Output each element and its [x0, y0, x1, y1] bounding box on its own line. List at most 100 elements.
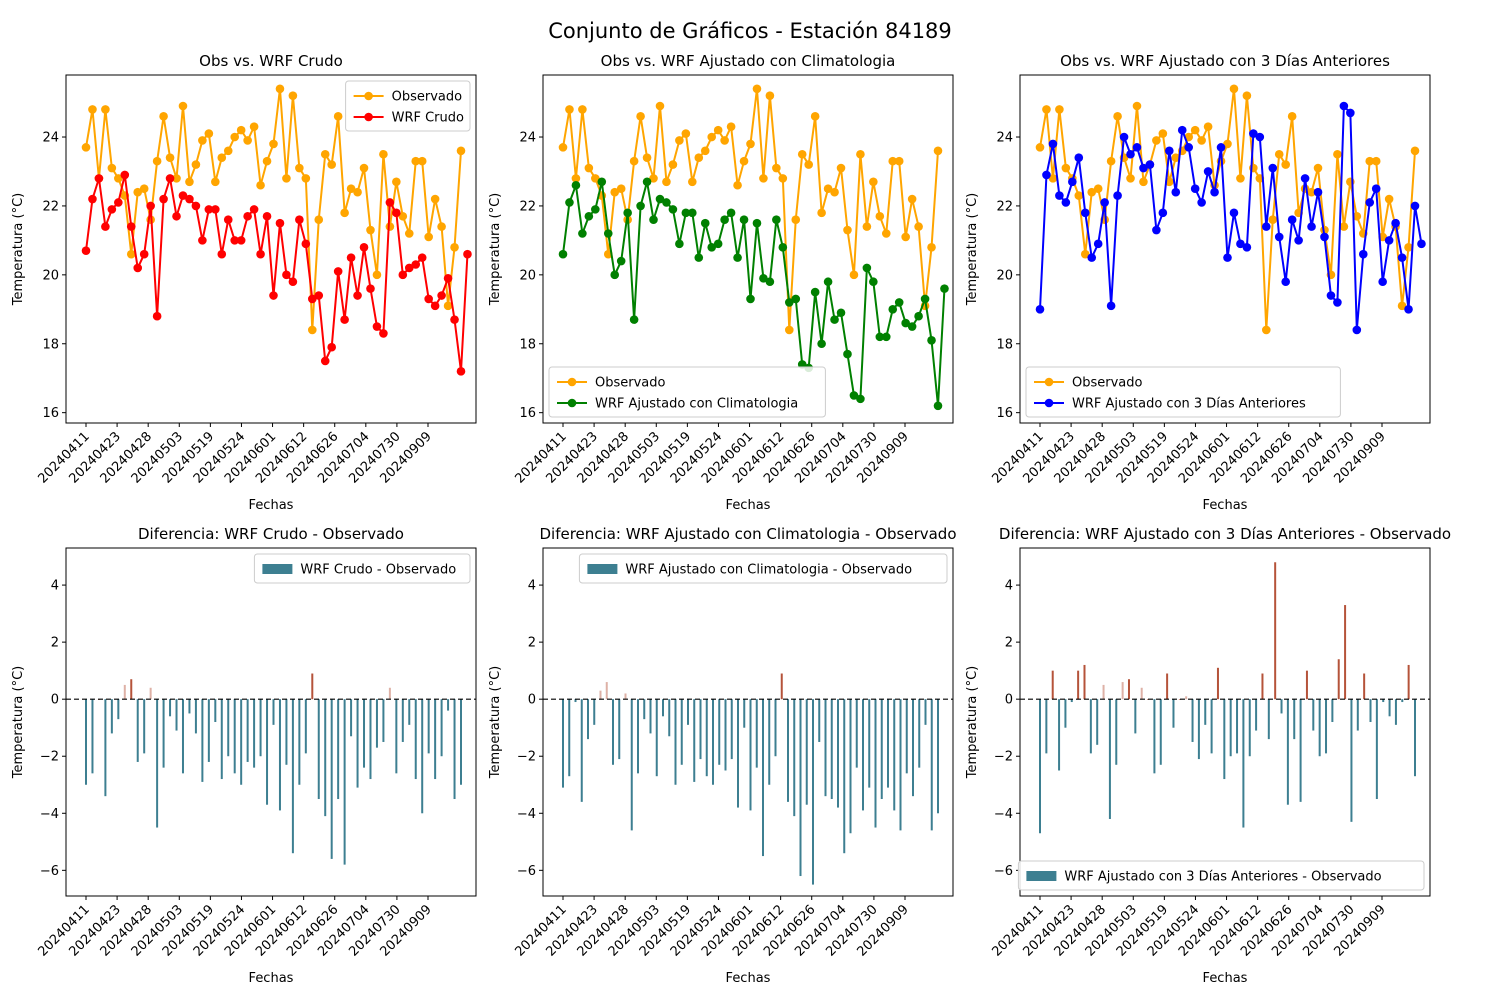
data-point [1074, 153, 1084, 162]
legend-box [253, 553, 471, 584]
bar [1064, 699, 1067, 728]
data-point [907, 194, 917, 204]
data-point [1410, 201, 1420, 211]
bar [427, 699, 430, 754]
bar [1070, 699, 1073, 703]
data-point [655, 194, 665, 204]
data-point [584, 163, 594, 173]
bar [330, 699, 333, 859]
data-point [720, 136, 729, 145]
bar [130, 679, 133, 700]
data-point [1055, 105, 1064, 114]
data-point [126, 222, 136, 231]
data-point [249, 122, 259, 131]
x-axis: 2024041120240423202404282024050320240519… [512, 896, 912, 960]
y-tick-label: 24 [996, 131, 1013, 146]
data-point [359, 163, 369, 173]
data-point [424, 294, 433, 304]
data-point [1378, 277, 1387, 287]
data-point [385, 198, 395, 207]
data-point [1261, 325, 1271, 335]
data-point [558, 143, 568, 152]
data-point [1087, 253, 1097, 262]
data-point [456, 367, 466, 376]
data-point [327, 160, 336, 169]
bar [1280, 699, 1283, 714]
data-point [1397, 301, 1407, 311]
x-axis-label: Fechas [726, 498, 771, 513]
series-2 [81, 170, 472, 376]
data-point [1391, 218, 1400, 228]
data-point [597, 177, 607, 187]
data-point [1352, 211, 1362, 221]
bar [408, 699, 411, 725]
data-point [1061, 163, 1071, 173]
legend-box [345, 80, 471, 132]
bar [175, 699, 178, 731]
x-axis: 2024041120240423202404282024050320240519… [989, 423, 1389, 487]
bar [207, 699, 210, 762]
x-axis-label: Fechas [1203, 971, 1248, 986]
data-point [198, 136, 207, 145]
data-point [366, 284, 375, 293]
data-point [262, 211, 272, 221]
data-point [1042, 170, 1051, 180]
data-point [623, 208, 632, 218]
legend: WRF Crudo - Observado [253, 553, 471, 584]
data-point [139, 184, 149, 194]
data-point [571, 174, 581, 183]
data-point [1048, 139, 1058, 149]
y-tick-label: 2 [1005, 636, 1013, 651]
data-point [172, 211, 181, 221]
bar [447, 699, 450, 711]
legend-marker [1044, 377, 1054, 387]
data-point [411, 156, 421, 166]
data-point [1113, 191, 1122, 200]
data-point [314, 215, 324, 225]
bar [637, 699, 639, 774]
data-point [333, 112, 343, 121]
data-point [578, 105, 587, 114]
bar [285, 699, 288, 765]
bar [1337, 659, 1340, 700]
data-point [856, 149, 865, 159]
bar [743, 699, 746, 728]
data-point [772, 215, 781, 225]
data-point [307, 294, 317, 304]
bar [317, 699, 320, 800]
legend-box [1025, 366, 1341, 418]
data-point [243, 136, 252, 145]
data-point [888, 156, 898, 166]
data-point [437, 291, 446, 300]
bar [181, 699, 184, 774]
bar [787, 699, 789, 802]
data-point [1126, 149, 1135, 159]
bar [1039, 699, 1041, 834]
data-point [1080, 249, 1090, 259]
bar [574, 699, 577, 703]
bar [693, 699, 696, 782]
data-point [591, 205, 600, 214]
bar [930, 699, 933, 831]
legend-patch [262, 564, 293, 574]
bar [110, 699, 113, 734]
bar [240, 699, 243, 785]
data-point [1274, 232, 1284, 242]
data-point [430, 194, 440, 204]
data-point [681, 129, 691, 138]
data-point [616, 256, 626, 266]
data-point [810, 287, 820, 297]
data-point [927, 336, 936, 345]
data-point [1274, 149, 1284, 159]
data-point [1300, 174, 1310, 183]
data-point [869, 177, 878, 187]
data-point [675, 239, 684, 249]
bar [724, 699, 727, 771]
bar [893, 699, 896, 811]
bar [1166, 673, 1169, 700]
y-tick-label: 22 [42, 199, 59, 214]
data-point [772, 163, 781, 173]
chart-title: Diferencia: WRF Ajustado con 3 Días Ante… [999, 525, 1451, 543]
data-point [1313, 163, 1323, 173]
data-point [314, 291, 324, 300]
